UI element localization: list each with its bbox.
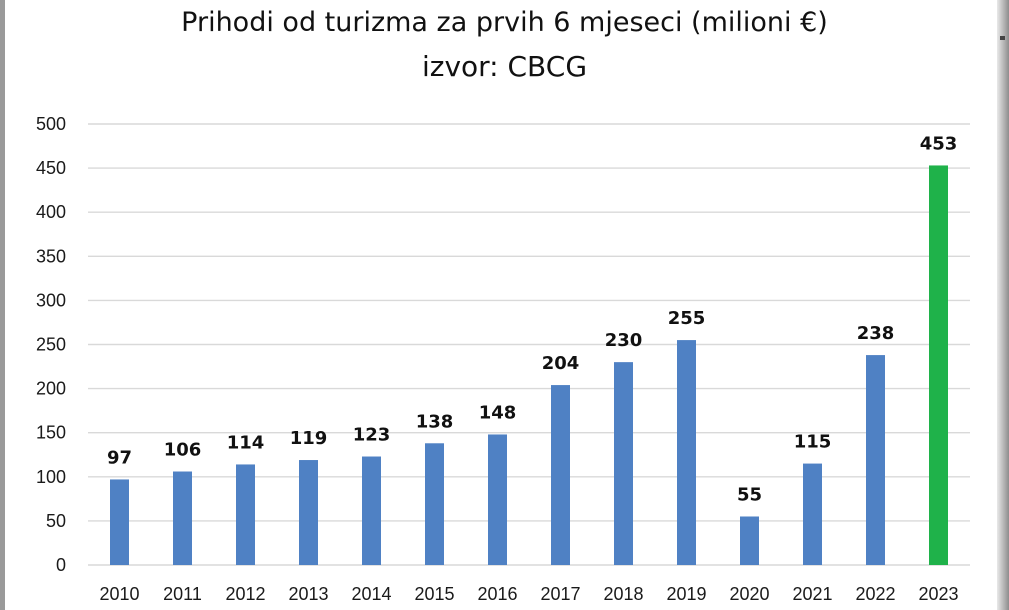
bar-2012 xyxy=(236,464,255,565)
y-tick-label: 300 xyxy=(36,290,66,310)
bar-2019 xyxy=(677,340,696,565)
data-label-2016: 148 xyxy=(479,402,517,423)
bar-2023 xyxy=(929,165,948,566)
x-tick-label-2015: 2015 xyxy=(414,584,454,604)
x-tick-label-2018: 2018 xyxy=(603,584,643,604)
data-label-2014: 123 xyxy=(353,425,391,446)
bar-2017 xyxy=(551,385,570,565)
data-label-2018: 230 xyxy=(605,330,643,351)
data-label-2022: 238 xyxy=(857,323,895,344)
data-label-2012: 114 xyxy=(227,432,265,453)
y-tick-label: 0 xyxy=(56,555,66,575)
data-label-2010: 97 xyxy=(107,447,132,468)
y-tick-label: 200 xyxy=(36,379,66,399)
border-mark xyxy=(1000,36,1005,40)
right-border xyxy=(997,0,1009,610)
x-tick-label-2022: 2022 xyxy=(855,584,895,604)
x-tick-label-2019: 2019 xyxy=(666,584,706,604)
data-label-2020: 55 xyxy=(737,484,762,505)
data-label-2019: 255 xyxy=(668,308,706,329)
x-tick-label-2020: 2020 xyxy=(729,584,769,604)
left-border xyxy=(0,0,5,610)
x-tick-label-2014: 2014 xyxy=(351,584,391,604)
y-tick-label: 50 xyxy=(46,511,66,531)
bar-2013 xyxy=(299,460,318,565)
bar-2021 xyxy=(803,463,822,565)
gridlines xyxy=(88,123,970,566)
data-labels: 97 106 114 119 123 138 148 204 230 255 55 115 238 453 xyxy=(107,133,957,505)
bar-2011 xyxy=(173,471,192,565)
y-tick-label: 150 xyxy=(36,423,66,443)
x-tick-label-2012: 2012 xyxy=(225,584,265,604)
y-tick-label: 100 xyxy=(36,467,66,487)
bar-2010 xyxy=(110,479,129,565)
y-tick-label: 350 xyxy=(36,246,66,266)
data-label-2011: 106 xyxy=(164,440,202,461)
y-tick-label: 500 xyxy=(36,114,66,134)
data-label-2017: 204 xyxy=(542,353,580,374)
y-tick-label: 400 xyxy=(36,202,66,222)
data-label-2021: 115 xyxy=(794,432,832,453)
x-tick-label-2023: 2023 xyxy=(918,584,958,604)
y-axis-ticks: 0 50 100 150 200 250 300 350 400 450 500 xyxy=(36,114,66,575)
bars xyxy=(110,165,948,566)
y-tick-label: 450 xyxy=(36,158,66,178)
bar-2020 xyxy=(740,516,759,565)
bar-2014 xyxy=(362,456,381,565)
chart-title: Prihodi od turizma za prvih 6 mjeseci (m… xyxy=(181,7,828,38)
bar-2015 xyxy=(425,443,444,565)
data-label-2023: 453 xyxy=(920,133,958,154)
x-axis-ticks: 2010 2011 2012 2013 2014 2015 2016 2017 2018 2019… xyxy=(99,584,958,604)
chart-subtitle: izvor: CBCG xyxy=(421,50,588,83)
bar-2018 xyxy=(614,362,633,565)
x-tick-label-2021: 2021 xyxy=(792,584,832,604)
y-tick-label: 250 xyxy=(36,335,66,355)
data-label-2013: 119 xyxy=(290,428,328,449)
bar-2022 xyxy=(866,355,885,565)
bar-2016 xyxy=(488,434,507,565)
x-tick-label-2016: 2016 xyxy=(477,584,517,604)
x-tick-label-2013: 2013 xyxy=(288,584,328,604)
x-tick-label-2010: 2010 xyxy=(99,584,139,604)
x-tick-label-2011: 2011 xyxy=(163,584,202,604)
x-tick-label-2017: 2017 xyxy=(540,584,580,604)
data-label-2015: 138 xyxy=(416,411,454,432)
